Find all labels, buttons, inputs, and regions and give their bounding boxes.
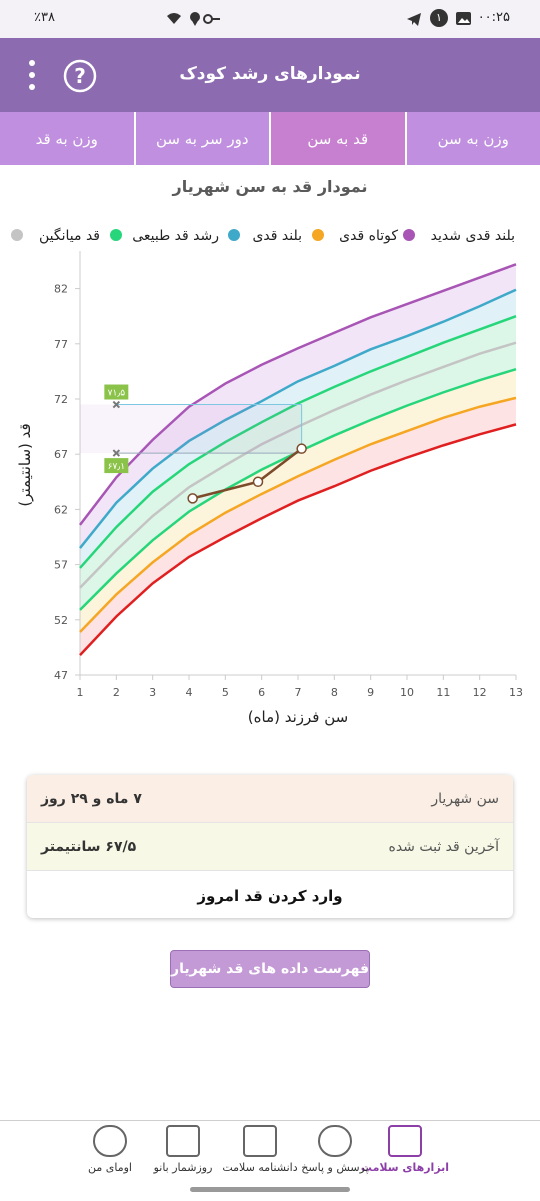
nav-icon [388, 1125, 422, 1157]
x-tick-label: 7 [295, 686, 302, 699]
tab[interactable]: دور سر به سن [134, 112, 270, 165]
legend-label: بلند قدی شدید [431, 228, 515, 244]
status-icons [165, 10, 221, 28]
annotation-label: ۷۱٫۵ [108, 389, 126, 399]
info-row: آخرین قد ثبت شده ۶۷/۵ سانتیمتر [27, 823, 513, 871]
nav-label[interactable]: روزشمار بانو [154, 1161, 213, 1174]
child-point [254, 477, 263, 486]
app-bar: نمودارهای رشد کودک ? [0, 38, 540, 112]
y-tick-label: 82 [54, 283, 68, 296]
child-point [188, 494, 197, 503]
legend-label: قد میانگین [39, 227, 100, 244]
x-tick-label: 12 [473, 686, 487, 699]
info-row: سن شهریار ۷ ماه و ۲۹ روز [27, 775, 513, 823]
x-tick-label: 4 [186, 686, 193, 699]
tab[interactable]: وزن به سن [405, 112, 540, 165]
chart-title: نمودار قد به سن شهریار [172, 177, 368, 196]
x-tick-label: 8 [331, 686, 338, 699]
info-value: ۷ ماه و ۲۹ روز [41, 791, 142, 807]
y-tick-label: 62 [54, 503, 68, 516]
tab[interactable]: وزن به قد [0, 112, 134, 165]
x-tick-label: 10 [400, 686, 414, 699]
nav-label[interactable]: دانشنامه سلامت [222, 1161, 297, 1174]
legend-marker [228, 229, 240, 241]
nav-icon [318, 1125, 352, 1157]
list-button[interactable]: فهرست داده های قد شهریار [170, 950, 370, 988]
x-tick-label: 3 [149, 686, 156, 699]
x-tick-label: 6 [258, 686, 265, 699]
x-axis-label: سن فرزند (ماه) [248, 708, 348, 726]
nav-icon [166, 1125, 200, 1157]
info-key: سن شهریار [431, 791, 499, 807]
y-tick-label: 52 [54, 614, 68, 627]
legend-label: رشد قد طبیعی [132, 228, 219, 244]
clock: ۰۰:۲۵ [478, 10, 510, 25]
y-tick-label: 57 [54, 559, 68, 572]
x-tick-label: 2 [113, 686, 120, 699]
nav-label[interactable]: ابزارهای سلامت [361, 1161, 449, 1174]
y-tick-label: 72 [54, 393, 68, 406]
chart: نمودار قد به سن شهریار سن فرزند (ماه) قد… [0, 165, 540, 765]
legend-marker [312, 229, 324, 241]
annotation-label: ۶۷٫۱ [108, 462, 125, 472]
home-indicator [190, 1187, 350, 1192]
status-bar: ٪۳۸ ۰۰:۲۵ ۱ [0, 0, 540, 38]
x-tick-label: 13 [509, 686, 523, 699]
header-actions[interactable]: ? [20, 58, 100, 94]
x-tick-label: 11 [436, 686, 450, 699]
y-axis-label: قد (سانتیمتر) [16, 423, 34, 506]
legend-marker [110, 229, 122, 241]
highlight-region [80, 405, 302, 454]
info-card: سن شهریار ۷ ماه و ۲۹ روز آخرین قد ثبت شده ۶… [27, 775, 513, 918]
legend-marker [403, 229, 415, 241]
x-tick-label: 1 [77, 686, 84, 699]
child-point [297, 444, 306, 453]
tab[interactable]: قد به سن [269, 112, 405, 165]
legend-marker [11, 229, 23, 241]
telegram-icon [405, 10, 423, 28]
nav-icon [243, 1125, 277, 1157]
notification-badge: ۱ [430, 9, 448, 27]
y-tick-label: 77 [54, 338, 68, 351]
battery: ٪۳۸ [34, 10, 55, 25]
x-tick-label: 5 [222, 686, 229, 699]
gallery-icon [455, 10, 473, 28]
y-tick-label: 67 [54, 448, 68, 461]
svg-text:?: ? [74, 64, 86, 88]
info-key: آخرین قد ثبت شده [389, 839, 500, 855]
nav-label[interactable]: اومای من [88, 1161, 132, 1174]
add-height-button[interactable]: وارد کردن قد امروز [27, 871, 513, 918]
x-tick-label: 9 [367, 686, 374, 699]
info-value: ۶۷/۵ سانتیمتر [41, 839, 136, 855]
nav-icon [93, 1125, 127, 1157]
legend-label: بلند قدی [252, 228, 302, 244]
nav-label[interactable]: پرسش و پاسخ [301, 1161, 368, 1174]
legend-label: کوتاه قدی [339, 228, 398, 244]
y-tick-label: 47 [54, 669, 68, 682]
